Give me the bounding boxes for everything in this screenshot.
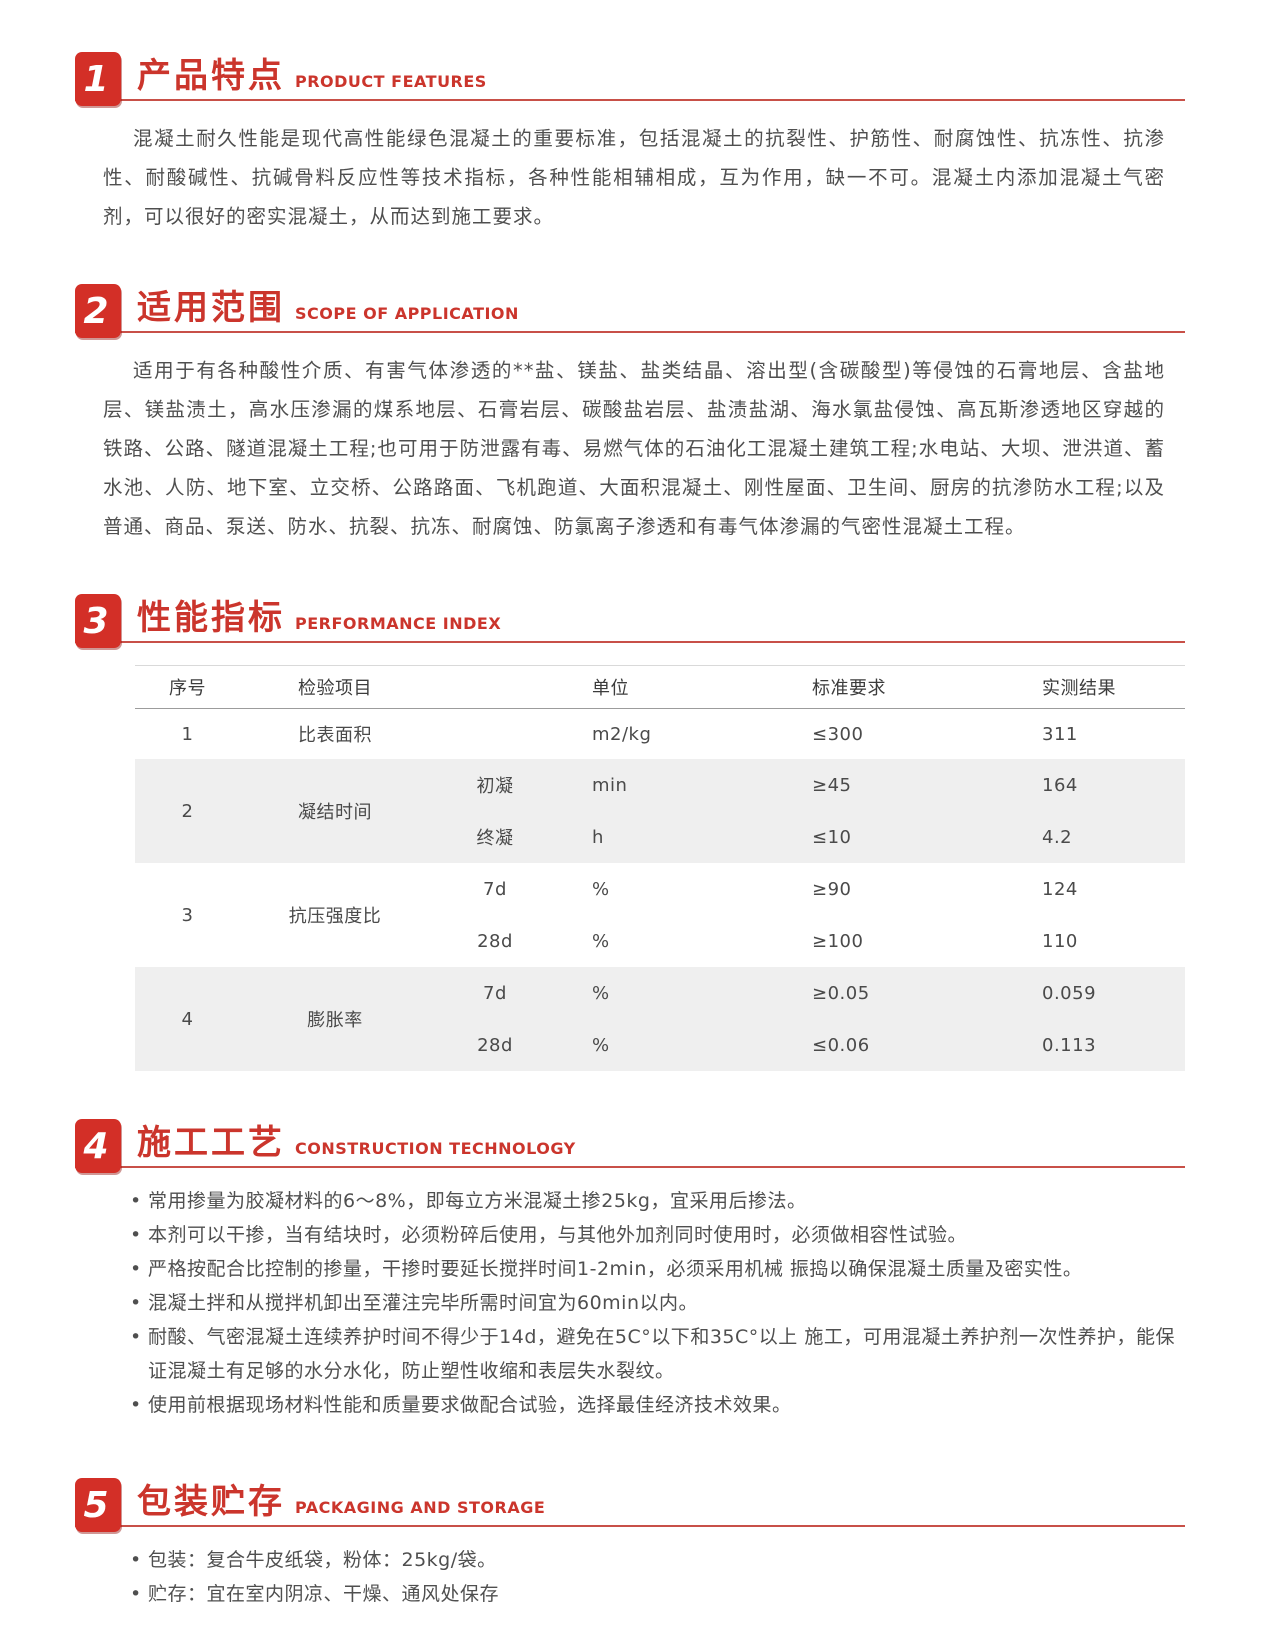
- row-result: 0.059: [1042, 982, 1097, 1004]
- col-header-sub: [430, 666, 560, 708]
- section-title-cn: 施工工艺: [137, 1122, 285, 1163]
- row-sub: 7d: [483, 982, 507, 1004]
- section-number-badge: 2: [75, 284, 121, 338]
- bullet-item: 本剂可以干掺，当有结块时，必须粉碎后使用，与其他外加剂同时使用时，必须做相容性试…: [130, 1218, 1175, 1252]
- row-std: ≤0.06: [812, 1034, 870, 1056]
- row-no: 2: [181, 800, 194, 822]
- bullet-item: 严格按配合比控制的掺量，干掺时要延长搅拌时间1-2min，必须采用机械 振捣以确…: [130, 1252, 1175, 1286]
- section-title-en: SCOPE OF APPLICATION: [295, 304, 519, 323]
- section-title-cn: 性能指标: [137, 597, 285, 638]
- row-no: 4: [181, 1008, 194, 1030]
- bullet-item: 贮存：宜在室内阴凉、干燥、通风处保存: [130, 1577, 1175, 1611]
- section-header: 4 施工工艺 CONSTRUCTION TECHNOLOGY: [75, 1119, 1185, 1173]
- section-title-en: CONSTRUCTION TECHNOLOGY: [295, 1139, 576, 1158]
- section-body-text: 混凝土耐久性能是现代高性能绿色混凝土的重要标准，包括混凝土的抗裂性、护筋性、耐腐…: [103, 127, 1165, 228]
- section-number-badge: 3: [75, 594, 121, 648]
- section-title-en: PERFORMANCE INDEX: [295, 614, 502, 633]
- row-result: 164: [1042, 774, 1078, 796]
- section-title-en: PACKAGING AND STORAGE: [295, 1498, 546, 1517]
- table-row: 4 膨胀率 7d % ≥0.05 0.059 28d % ≤0.06 0.113: [135, 967, 1185, 1071]
- row-unit: min: [592, 774, 628, 796]
- row-no: 3: [181, 904, 194, 926]
- table-row: 3 抗压强度比 7d % ≥90 124 28d % ≥100 110: [135, 863, 1185, 967]
- row-std: ≤300: [812, 723, 864, 745]
- section-performance-index: 3 性能指标 PERFORMANCE INDEX 序号 检验项目 单位 标准要求…: [75, 594, 1185, 1071]
- row-sub: 初凝: [476, 776, 514, 797]
- row-std: ≥45: [812, 774, 852, 796]
- col-header-unit: 单位: [592, 678, 629, 699]
- row-result: 4.2: [1042, 826, 1073, 848]
- col-header-item: 检验项目: [298, 678, 372, 699]
- col-header-no: 序号: [169, 678, 206, 699]
- section-number-badge: 1: [75, 52, 121, 106]
- section-header: 1 产品特点 PRODUCT FEATURES: [75, 52, 1185, 106]
- table-header-row: 序号 检验项目 单位 标准要求 实测结果: [135, 665, 1185, 709]
- row-no: 1: [181, 723, 194, 745]
- row-std: ≥90: [812, 878, 852, 900]
- row-unit: h: [592, 826, 604, 848]
- row-unit: %: [592, 878, 610, 900]
- bullet-item: 混凝土拌和从搅拌机卸出至灌注完毕所需时间宜为60min以内。: [130, 1286, 1175, 1320]
- bullet-item: 耐酸、气密混凝土连续养护时间不得少于14d，避免在5C°以下和35C°以上 施工…: [130, 1320, 1175, 1388]
- row-sub: 28d: [477, 930, 513, 952]
- section-product-features: 1 产品特点 PRODUCT FEATURES 混凝土耐久性能是现代高性能绿色混…: [75, 52, 1185, 236]
- row-unit: %: [592, 930, 610, 952]
- section-scope-of-application: 2 适用范围 SCOPE OF APPLICATION 适用于有各种酸性介质、有…: [75, 284, 1185, 546]
- row-std: ≤10: [812, 826, 852, 848]
- section-header: 2 适用范围 SCOPE OF APPLICATION: [75, 284, 1185, 338]
- row-sub: [430, 709, 560, 759]
- row-std: ≥100: [812, 930, 864, 952]
- section-header: 5 包装贮存 PACKAGING AND STORAGE: [75, 1478, 1185, 1532]
- row-unit: m2/kg: [592, 723, 652, 745]
- row-result: 124: [1042, 878, 1078, 900]
- section-packaging-storage: 5 包装贮存 PACKAGING AND STORAGE 包装：复合牛皮纸袋，粉…: [75, 1478, 1185, 1611]
- row-unit: %: [592, 982, 610, 1004]
- row-sub: 7d: [483, 878, 507, 900]
- section-title-cn: 包装贮存: [137, 1481, 285, 1522]
- packaging-bullet-list: 包装：复合牛皮纸袋，粉体：25kg/袋。 贮存：宜在室内阴凉、干燥、通风处保存: [130, 1543, 1175, 1611]
- section-construction-technology: 4 施工工艺 CONSTRUCTION TECHNOLOGY 常用掺量为胶凝材料…: [75, 1119, 1185, 1422]
- section-title-cn: 适用范围: [137, 287, 285, 328]
- row-item: 抗压强度比: [288, 906, 382, 927]
- row-result: 0.113: [1042, 1034, 1097, 1056]
- bullet-item: 使用前根据现场材料性能和质量要求做配合试验，选择最佳经济技术效果。: [130, 1388, 1175, 1422]
- section-title-en: PRODUCT FEATURES: [295, 72, 487, 91]
- section-title-cn: 产品特点: [137, 55, 285, 96]
- row-sub: 28d: [477, 1034, 513, 1056]
- performance-table: 序号 检验项目 单位 标准要求 实测结果 1 比表面积 m2/kg ≤300 3…: [135, 665, 1185, 1071]
- section-number-badge: 5: [75, 1478, 121, 1532]
- bullet-item: 包装：复合牛皮纸袋，粉体：25kg/袋。: [130, 1543, 1175, 1577]
- col-header-result: 实测结果: [1042, 678, 1116, 699]
- row-std: ≥0.05: [812, 982, 870, 1004]
- section-number-badge: 4: [75, 1119, 121, 1173]
- row-result: 311: [1042, 723, 1078, 745]
- row-unit: %: [592, 1034, 610, 1056]
- bullet-item: 常用掺量为胶凝材料的6～8%，即每立方米混凝土掺25kg，宜采用后掺法。: [130, 1184, 1175, 1218]
- table-row: 2 凝结时间 初凝 min ≥45 164 终凝 h ≤10 4.2: [135, 759, 1185, 863]
- col-header-std: 标准要求: [812, 678, 886, 699]
- construction-bullet-list: 常用掺量为胶凝材料的6～8%，即每立方米混凝土掺25kg，宜采用后掺法。 本剂可…: [130, 1184, 1175, 1422]
- section-body-text: 适用于有各种酸性介质、有害气体渗透的**盐、镁盐、盐类结晶、溶出型(含碳酸型)等…: [103, 359, 1165, 538]
- table-row: 1 比表面积 m2/kg ≤300 311: [135, 709, 1185, 759]
- row-item: 比表面积: [298, 725, 372, 746]
- row-item: 膨胀率: [307, 1010, 363, 1031]
- row-sub: 终凝: [476, 828, 514, 849]
- row-item: 凝结时间: [298, 802, 372, 823]
- section-header: 3 性能指标 PERFORMANCE INDEX: [75, 594, 1185, 648]
- row-result: 110: [1042, 930, 1078, 952]
